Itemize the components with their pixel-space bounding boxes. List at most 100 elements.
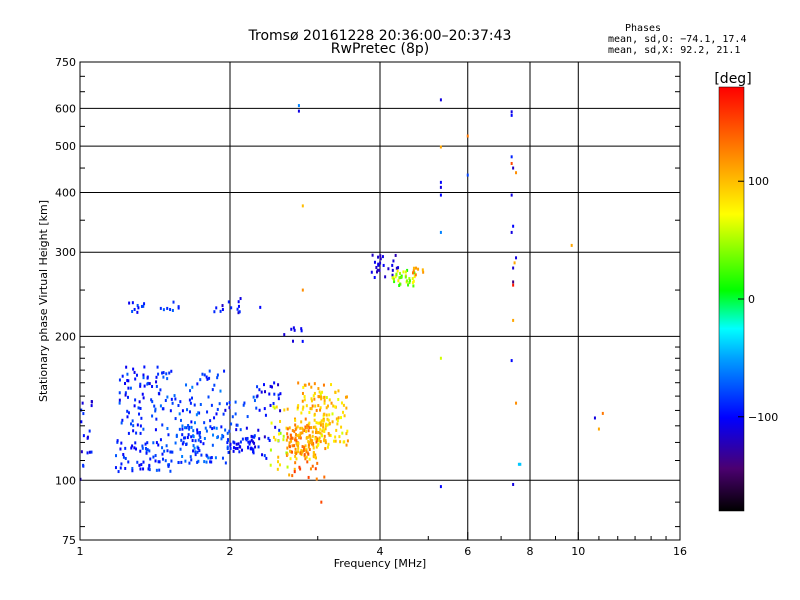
data-point xyxy=(253,441,256,445)
data-point xyxy=(294,432,297,436)
data-point xyxy=(335,417,338,421)
data-point xyxy=(239,445,242,449)
data-point xyxy=(288,441,291,445)
data-point xyxy=(376,268,379,272)
data-point xyxy=(133,370,136,374)
data-point xyxy=(321,390,324,394)
data-point xyxy=(142,304,145,308)
data-point xyxy=(192,429,195,433)
data-point xyxy=(340,425,343,429)
data-point xyxy=(253,399,256,403)
data-point xyxy=(395,272,398,276)
data-point xyxy=(336,422,339,426)
data-point xyxy=(154,428,157,432)
data-point xyxy=(241,437,244,441)
data-point xyxy=(296,434,299,438)
data-point xyxy=(197,446,200,450)
data-point xyxy=(311,404,314,408)
data-point xyxy=(510,359,513,363)
data-point xyxy=(392,277,395,281)
data-point xyxy=(404,275,407,279)
data-point xyxy=(136,423,139,427)
data-point xyxy=(177,404,180,408)
data-point xyxy=(320,395,323,399)
data-point xyxy=(312,446,315,450)
data-point xyxy=(328,398,331,402)
data-point xyxy=(80,420,83,424)
data-point xyxy=(370,270,373,274)
data-point xyxy=(187,424,190,428)
data-point xyxy=(285,438,288,442)
data-point xyxy=(324,447,327,451)
data-point xyxy=(138,412,141,416)
data-point xyxy=(411,277,414,281)
data-point xyxy=(190,458,193,462)
data-point xyxy=(194,450,197,454)
data-point xyxy=(290,450,293,454)
data-point xyxy=(303,453,306,457)
data-point xyxy=(291,474,294,478)
data-point xyxy=(145,451,148,455)
data-point xyxy=(308,434,311,438)
data-point xyxy=(186,408,189,412)
data-point xyxy=(203,460,206,464)
data-point xyxy=(265,456,268,460)
data-point xyxy=(146,448,149,452)
data-point xyxy=(188,425,191,429)
data-point xyxy=(245,426,248,430)
data-point xyxy=(274,438,277,442)
data-point xyxy=(323,475,326,479)
data-point xyxy=(519,462,522,466)
data-point xyxy=(201,372,204,376)
data-point xyxy=(237,442,240,446)
data-point xyxy=(127,386,130,390)
data-point xyxy=(141,446,144,450)
data-point xyxy=(341,431,344,435)
data-point xyxy=(273,392,276,396)
colorbar-tick-label: −100 xyxy=(748,411,778,424)
data-point xyxy=(155,441,158,445)
data-point xyxy=(414,273,417,277)
data-point xyxy=(187,433,190,437)
data-point xyxy=(398,282,401,286)
data-point xyxy=(151,414,154,418)
data-point xyxy=(182,440,185,444)
data-point xyxy=(315,477,318,481)
data-point xyxy=(210,403,213,407)
data-point xyxy=(179,418,182,422)
data-point xyxy=(136,303,139,307)
data-point xyxy=(299,426,302,430)
data-point xyxy=(292,326,295,330)
data-point xyxy=(397,266,400,270)
data-point xyxy=(236,446,239,450)
data-point xyxy=(289,457,292,461)
data-point xyxy=(309,467,312,471)
data-point xyxy=(208,369,211,373)
data-point xyxy=(216,376,219,380)
data-point xyxy=(130,446,133,450)
data-point xyxy=(158,460,161,464)
data-point xyxy=(305,404,308,408)
data-point xyxy=(289,433,292,437)
data-point xyxy=(127,411,130,415)
y-tick-label-400: 400 xyxy=(55,186,76,199)
data-point xyxy=(309,436,312,440)
data-point xyxy=(118,401,121,405)
data-point xyxy=(259,305,262,309)
data-point xyxy=(203,421,206,425)
data-point xyxy=(325,422,328,426)
data-point xyxy=(140,304,143,308)
data-point xyxy=(210,456,213,460)
data-point xyxy=(296,405,299,409)
data-point xyxy=(512,280,515,284)
data-point xyxy=(133,404,136,408)
data-point xyxy=(189,455,192,459)
data-point xyxy=(439,230,442,234)
data-point xyxy=(218,402,221,406)
data-point xyxy=(269,403,272,407)
data-point xyxy=(328,421,331,425)
data-point xyxy=(302,448,305,452)
data-point xyxy=(301,204,304,208)
data-point xyxy=(153,404,156,408)
data-point xyxy=(300,411,303,415)
